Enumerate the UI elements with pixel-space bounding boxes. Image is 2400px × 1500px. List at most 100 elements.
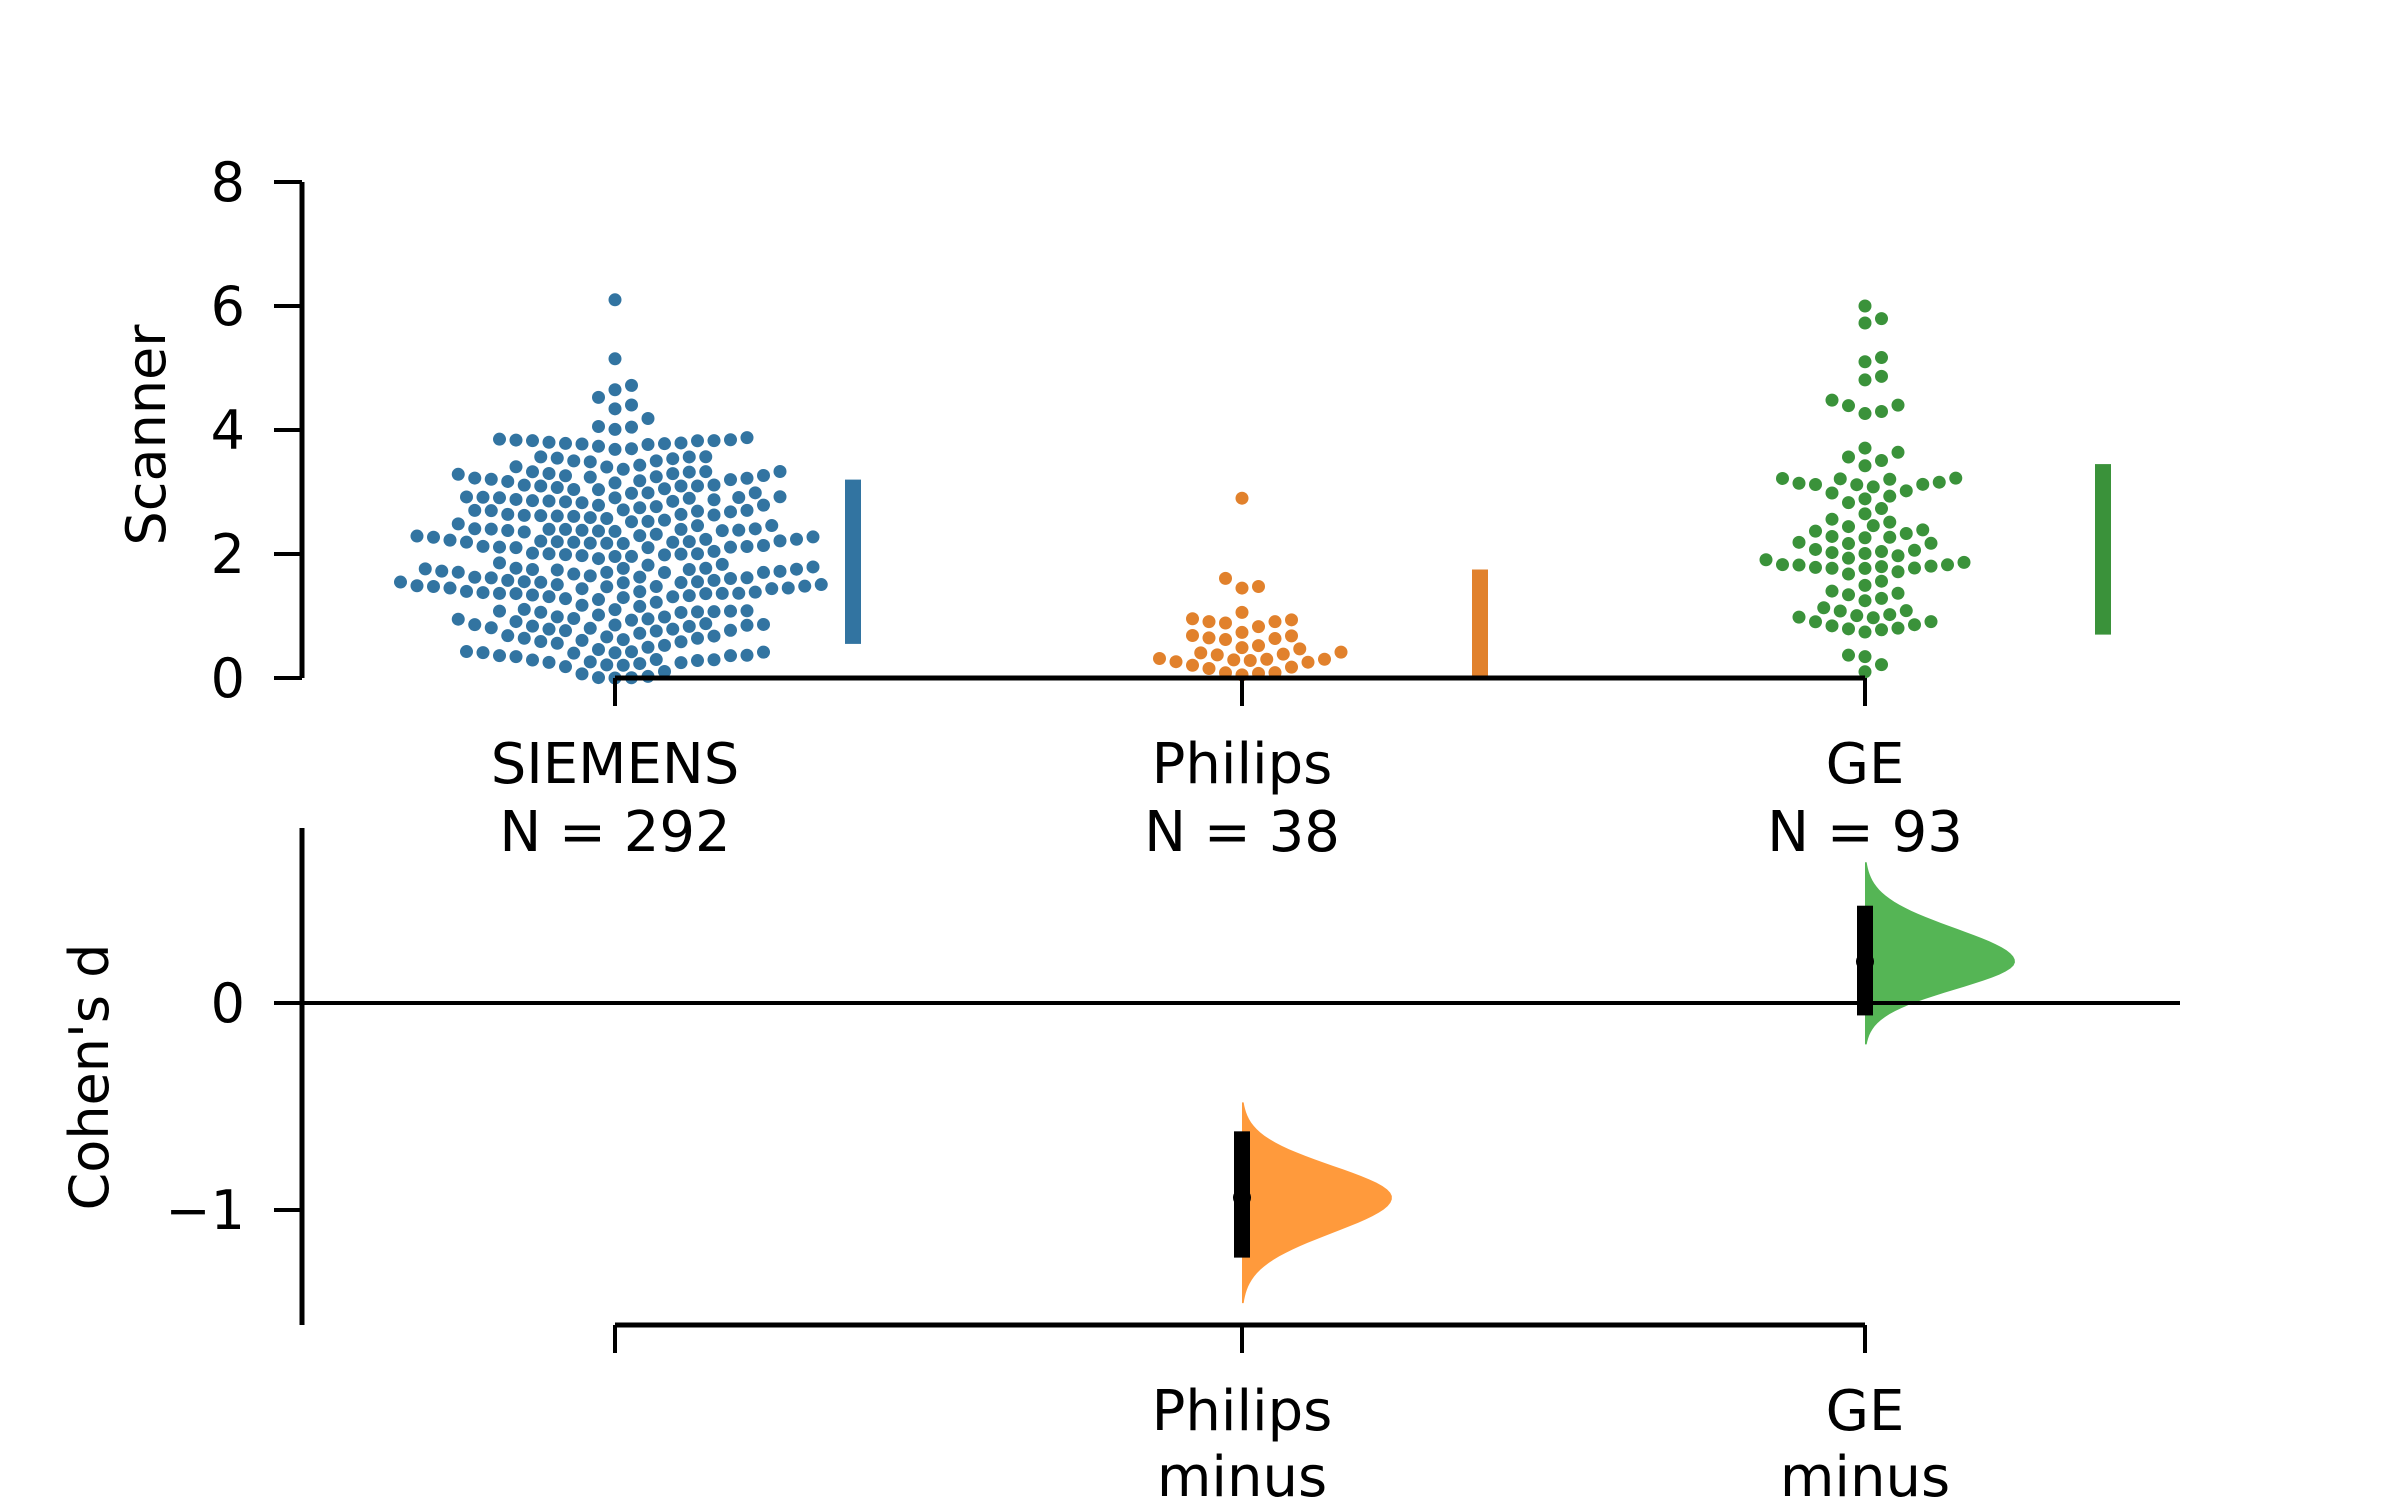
- swarm-point: [435, 564, 449, 578]
- swarm-point: [1891, 565, 1905, 579]
- swarm-point: [592, 593, 605, 607]
- swarm-point: [592, 498, 605, 512]
- swarm-point: [625, 549, 638, 563]
- swarm-point: [781, 581, 795, 595]
- swarm-point: [550, 578, 564, 592]
- swarm-point: [1293, 642, 1307, 656]
- swarm-point: [583, 511, 597, 525]
- swarm-point: [707, 434, 721, 448]
- swarm-point: [1842, 567, 1855, 581]
- swarm-point: [682, 589, 696, 603]
- bottom-y-ticks: 0 −1: [165, 972, 302, 1242]
- swarm-point: [1776, 471, 1789, 485]
- swarm-point: [1825, 529, 1839, 543]
- swarm-point: [1809, 542, 1822, 556]
- swarm-point: [757, 565, 770, 579]
- swarm-point: [757, 468, 770, 482]
- swarm-point: [641, 640, 655, 654]
- swarm-point: [715, 524, 729, 538]
- swarm-point: [476, 490, 490, 504]
- swarm-point: [625, 645, 638, 659]
- swarm-point: [633, 474, 647, 488]
- swarm-point: [608, 618, 622, 632]
- swarm-point: [542, 466, 556, 480]
- swarm-point: [724, 433, 737, 447]
- category-label: Philips: [1152, 732, 1333, 797]
- swarm-point: [559, 592, 572, 606]
- swarm-point: [724, 623, 737, 637]
- swarm-point: [559, 624, 572, 638]
- swarm-point: [691, 605, 704, 619]
- swarm-point: [509, 615, 523, 629]
- swarm-point: [724, 571, 737, 585]
- swarm-point: [451, 565, 465, 579]
- swarm-point: [600, 511, 614, 525]
- swarm-point: [649, 580, 663, 594]
- swarm-point: [1875, 560, 1888, 574]
- swarm-point: [1858, 594, 1872, 608]
- swarm-point: [418, 562, 432, 576]
- swarm-point: [608, 646, 622, 660]
- swarm-point: [649, 500, 663, 514]
- swarm-point: [550, 481, 564, 495]
- swarm-point: [542, 622, 556, 636]
- swarm-point: [526, 494, 539, 508]
- swarm-point: [649, 454, 663, 468]
- swarm-point: [790, 532, 803, 546]
- swarm-point: [773, 490, 787, 504]
- swarm-point: [1260, 652, 1274, 666]
- swarm-point: [658, 565, 671, 579]
- swarm-point: [1858, 546, 1872, 560]
- swarm-point: [707, 544, 721, 558]
- swarm-point: [740, 503, 754, 517]
- swarm-point: [707, 493, 721, 507]
- swarm-point: [1235, 491, 1249, 505]
- swarm-point: [509, 492, 523, 506]
- swarm-point: [592, 552, 605, 566]
- swarm-point: [674, 547, 688, 561]
- swarm-point: [1276, 647, 1290, 661]
- swarm-point: [658, 664, 671, 678]
- swarm-point: [1285, 660, 1298, 674]
- swarm-point: [526, 563, 539, 577]
- swarm-point: [1858, 492, 1872, 506]
- swarm-point: [501, 573, 515, 587]
- swarm-point: [674, 436, 688, 450]
- swarm-point: [691, 575, 704, 589]
- swarm-point: [682, 619, 696, 633]
- swarm-point: [476, 539, 490, 553]
- swarm-point: [682, 450, 696, 464]
- swarm-point: [534, 634, 548, 648]
- swarm-point: [616, 633, 630, 647]
- swarm-point: [757, 645, 770, 659]
- swarm-point: [1842, 622, 1855, 636]
- contrast-label: Philips: [1152, 1379, 1333, 1444]
- bootstrap-distribution: [1865, 862, 2015, 1045]
- swarm-point: [1334, 645, 1348, 659]
- swarm-point: [526, 619, 539, 633]
- swarm-point: [715, 586, 729, 600]
- swarm-point: [707, 605, 721, 619]
- swarm-point: [625, 420, 638, 434]
- swarm-point: [757, 539, 770, 553]
- swarm-point: [526, 465, 539, 479]
- swarm-point: [559, 436, 572, 450]
- swarm-point: [550, 535, 564, 549]
- swarm-point: [600, 460, 614, 474]
- swarm-point: [451, 467, 465, 481]
- swarm-point: [484, 522, 498, 536]
- swarm-point: [460, 584, 473, 598]
- swarm-point: [550, 451, 564, 465]
- swarm-point: [666, 622, 680, 636]
- swarm-point: [740, 540, 754, 554]
- swarm-point: [1941, 558, 1954, 572]
- swarm-point: [592, 671, 605, 685]
- bootstrap-distribution: [1242, 1102, 1392, 1304]
- swarm-point: [641, 514, 655, 528]
- swarm-point: [724, 649, 737, 663]
- swarm-point: [790, 562, 803, 576]
- swarm-point: [1875, 351, 1888, 365]
- swarm-point: [682, 535, 696, 549]
- swarm-point: [451, 517, 465, 531]
- swarm-point: [707, 508, 721, 522]
